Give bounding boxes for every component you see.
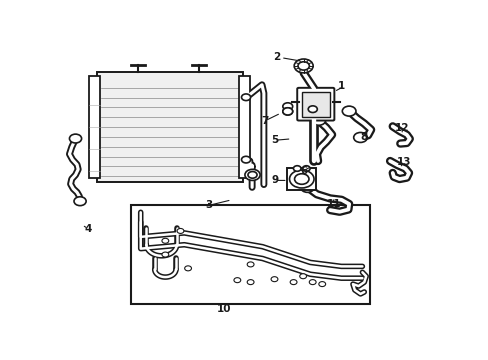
Text: 9: 9 <box>271 175 278 185</box>
Circle shape <box>241 94 250 100</box>
Bar <box>97 72 243 182</box>
Bar <box>287 168 316 190</box>
Circle shape <box>308 280 315 285</box>
Text: 5: 5 <box>271 135 278 145</box>
Text: 13: 13 <box>396 157 410 167</box>
Circle shape <box>247 262 253 267</box>
Circle shape <box>247 280 253 285</box>
Circle shape <box>289 280 296 285</box>
Circle shape <box>294 59 312 73</box>
Text: 3: 3 <box>205 201 212 210</box>
Circle shape <box>69 134 81 143</box>
Bar <box>239 76 249 177</box>
Circle shape <box>294 174 308 184</box>
Circle shape <box>282 108 292 115</box>
Circle shape <box>162 252 168 257</box>
Circle shape <box>244 169 260 180</box>
Text: 2: 2 <box>273 52 280 62</box>
Text: 7: 7 <box>261 116 268 126</box>
Circle shape <box>233 278 240 283</box>
Circle shape <box>299 274 306 279</box>
Circle shape <box>318 282 325 287</box>
Text: 6: 6 <box>300 166 306 176</box>
FancyBboxPatch shape <box>297 88 334 121</box>
Text: 10: 10 <box>216 304 231 314</box>
Circle shape <box>241 156 250 163</box>
Text: 8: 8 <box>360 132 367 143</box>
Text: 12: 12 <box>394 123 408 133</box>
Circle shape <box>184 266 191 271</box>
Circle shape <box>162 238 168 243</box>
Circle shape <box>177 229 183 233</box>
Circle shape <box>282 103 292 110</box>
Text: 4: 4 <box>84 224 92 234</box>
Circle shape <box>307 106 317 112</box>
Bar <box>89 76 100 177</box>
Circle shape <box>300 183 314 192</box>
Circle shape <box>293 166 301 171</box>
Bar <box>131 205 369 304</box>
Circle shape <box>74 197 86 206</box>
Circle shape <box>270 277 277 282</box>
Circle shape <box>282 108 292 115</box>
Circle shape <box>297 62 309 70</box>
Circle shape <box>353 132 366 143</box>
Circle shape <box>311 115 325 125</box>
Circle shape <box>342 106 355 116</box>
Text: 11: 11 <box>326 199 341 209</box>
Circle shape <box>302 166 309 171</box>
Text: 1: 1 <box>337 81 345 91</box>
Circle shape <box>247 172 257 178</box>
Circle shape <box>289 170 313 188</box>
Bar <box>301 92 329 117</box>
